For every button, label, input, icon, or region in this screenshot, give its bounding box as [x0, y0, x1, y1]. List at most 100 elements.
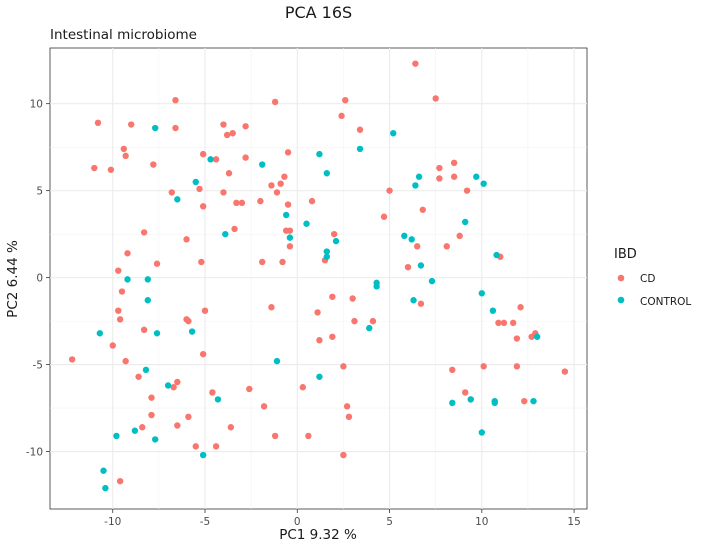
- point-control: [428, 277, 436, 285]
- point-cd: [94, 119, 102, 127]
- point-cd: [201, 307, 209, 314]
- point-control: [323, 253, 331, 260]
- point-cd: [462, 389, 469, 396]
- point-cd: [192, 443, 199, 450]
- point-cd: [225, 170, 233, 177]
- point-cd: [246, 385, 253, 393]
- x-tick-label: -5: [200, 516, 210, 528]
- point-cd: [412, 60, 419, 67]
- point-cd: [513, 335, 521, 342]
- point-control: [174, 196, 181, 203]
- point-cd: [500, 319, 508, 327]
- point-cd: [340, 363, 347, 370]
- y-tick-label: 0: [36, 273, 43, 285]
- point-cd: [286, 227, 294, 234]
- point-control: [222, 230, 229, 238]
- point-cd: [116, 477, 124, 485]
- point-cd: [456, 232, 463, 240]
- point-cd: [148, 394, 155, 401]
- point-cd: [314, 309, 321, 316]
- point-cd: [140, 326, 148, 334]
- point-control: [214, 396, 222, 403]
- point-cd: [450, 173, 458, 180]
- point-cd: [380, 213, 388, 220]
- x-axis-title: PC1 9.32 %: [279, 527, 357, 543]
- point-control: [373, 279, 380, 287]
- point-cd: [340, 451, 347, 459]
- point-cd: [443, 243, 450, 250]
- x-tick-label: -10: [104, 516, 121, 528]
- point-cd: [135, 373, 142, 380]
- point-control: [410, 297, 417, 304]
- point-cd: [238, 199, 246, 207]
- point-cd: [299, 384, 307, 391]
- point-cd: [356, 126, 364, 133]
- data-points: [68, 60, 569, 492]
- point-cd: [68, 356, 76, 363]
- point-cd: [386, 187, 393, 194]
- point-cd: [279, 258, 286, 266]
- point-cd: [220, 121, 227, 128]
- point-control: [192, 178, 199, 186]
- point-cd: [185, 413, 192, 420]
- point-control: [332, 237, 340, 245]
- point-control: [412, 182, 419, 189]
- point-control: [142, 366, 150, 374]
- point-cd: [561, 368, 569, 375]
- point-control: [489, 307, 497, 314]
- plot-panel: [49, 47, 588, 510]
- point-cd: [449, 366, 456, 374]
- point-cd: [148, 411, 155, 419]
- point-control: [316, 150, 323, 158]
- point-cd: [233, 199, 240, 207]
- point-cd: [268, 182, 275, 189]
- point-cd: [509, 319, 517, 327]
- point-control: [144, 276, 152, 283]
- point-control: [493, 251, 500, 259]
- point-cd: [122, 357, 129, 365]
- point-control: [131, 427, 139, 434]
- legend-swatch-control: [617, 296, 625, 304]
- point-cd: [116, 316, 124, 323]
- point-cd: [229, 130, 236, 137]
- point-cd: [329, 293, 336, 300]
- point-cd: [281, 173, 288, 180]
- x-tick-label: 0: [294, 516, 301, 528]
- legend-label-cd: CD: [640, 273, 655, 285]
- point-control: [449, 399, 456, 407]
- point-cd: [259, 258, 266, 266]
- point-cd: [122, 152, 129, 160]
- y-tick-label: 5: [36, 186, 43, 198]
- point-cd: [220, 189, 227, 196]
- point-cd: [120, 145, 128, 153]
- point-cd: [349, 295, 356, 302]
- point-cd: [153, 260, 161, 267]
- point-control: [401, 232, 408, 240]
- point-control: [323, 248, 331, 255]
- point-cd: [172, 96, 179, 104]
- point-cd: [198, 258, 205, 266]
- point-cd: [127, 121, 135, 128]
- point-cd: [183, 236, 190, 243]
- point-cd: [91, 164, 98, 172]
- point-control: [408, 236, 415, 243]
- point-cd: [305, 432, 312, 440]
- point-cd: [495, 319, 502, 327]
- point-cd: [115, 267, 122, 274]
- y-tick-label: -5: [33, 360, 43, 372]
- point-cd: [174, 422, 181, 429]
- point-cd: [338, 112, 345, 120]
- point-cd: [199, 203, 207, 210]
- point-cd: [231, 225, 238, 233]
- point-control: [286, 234, 294, 241]
- point-control: [96, 330, 104, 337]
- point-cd: [139, 424, 146, 431]
- point-control: [283, 211, 290, 219]
- point-control: [323, 170, 331, 177]
- point-cd: [417, 300, 425, 307]
- point-cd: [277, 180, 284, 187]
- point-control: [273, 357, 281, 365]
- point-control: [417, 262, 425, 269]
- point-cd: [284, 149, 292, 156]
- point-control: [530, 397, 537, 405]
